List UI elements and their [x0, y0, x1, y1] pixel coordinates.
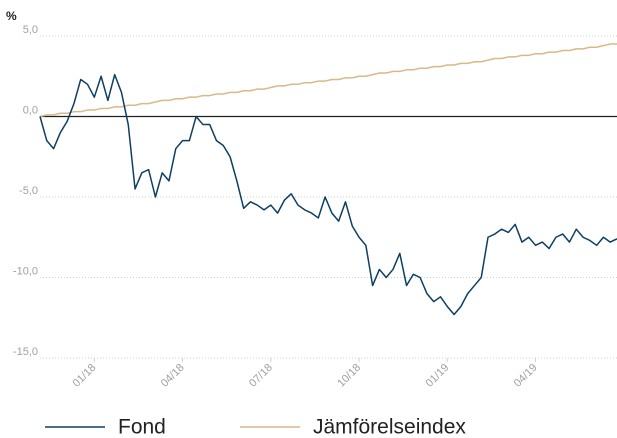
y-tick-label: 5,0	[23, 24, 38, 36]
x-tick-label: 10/18	[335, 362, 363, 390]
y-tick-label: -5,0	[19, 185, 38, 197]
legend-label: Fond	[118, 416, 166, 438]
x-tick-label: 04/18	[159, 362, 187, 390]
x-tick-label: 01/19	[424, 362, 452, 390]
x-tick-label: 04/19	[512, 362, 540, 390]
x-tick-label: 01/18	[71, 362, 99, 390]
legend-label: Jämförelseindex	[313, 416, 466, 438]
y-tick-label: -10,0	[13, 265, 38, 277]
series-line	[39, 73, 617, 316]
x-tick-label: 07/18	[247, 362, 275, 390]
y-tick-label: -15,0	[13, 346, 38, 358]
y-tick-label: 0,0	[23, 104, 38, 116]
y-axis-label: %	[6, 9, 17, 23]
series-line	[39, 43, 617, 118]
